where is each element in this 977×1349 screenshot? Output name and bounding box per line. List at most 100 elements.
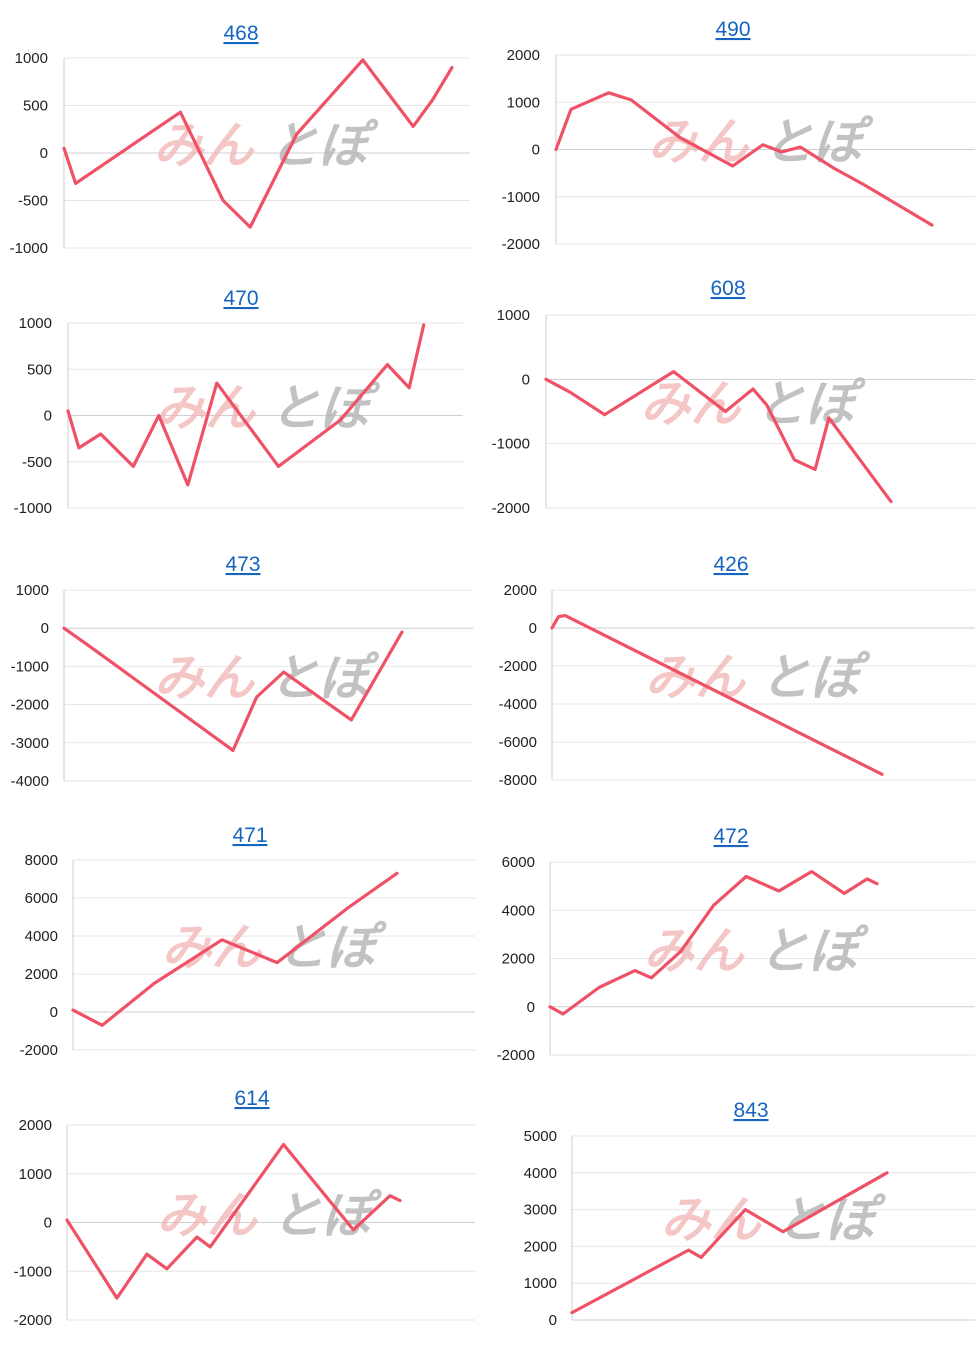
chart-panel-471: 8000 6000 4000 2000 0 -2000 みん とぽ 471: [20, 824, 475, 1059]
series-line: [544, 370, 893, 504]
watermark-part2: とぽ: [276, 920, 387, 976]
y-tick-label: -4000: [11, 773, 49, 790]
y-tick-label: -2000: [499, 658, 537, 675]
chart-title-link[interactable]: 470: [223, 287, 258, 310]
y-tick-label: -2000: [14, 1312, 52, 1329]
chart-title-link[interactable]: 471: [232, 824, 267, 847]
y-tick-label: 2000: [19, 1117, 52, 1134]
y-tick-label: 6000: [502, 854, 535, 871]
y-tick-label: 1000: [19, 1166, 52, 1183]
watermark-part1: みん: [154, 650, 256, 706]
watermark-part1: みん: [661, 1192, 763, 1248]
y-tick-label: -2000: [11, 697, 49, 714]
series-line: [570, 1171, 889, 1315]
watermark-part2: とぽ: [776, 1192, 887, 1248]
chart-panel-470: 1000 500 0 -500 -1000 みん とぽ 470: [14, 287, 463, 517]
y-tick-label: 0: [44, 408, 52, 425]
y-tick-label: 0: [527, 999, 535, 1016]
y-tick-label: 500: [23, 98, 48, 115]
watermark-part1: みん: [645, 650, 747, 706]
chart-panel-426: 2000 0 -2000 -4000 -6000 -8000 みん とぽ 426: [499, 553, 975, 789]
y-tick-label: -6000: [499, 734, 537, 751]
chart-panel-468: 1000 500 0 -500 -1000 みん とぽ 468: [10, 22, 470, 257]
series-line: [62, 58, 454, 229]
y-tick-label: -2000: [20, 1042, 58, 1059]
y-tick-label: 1000: [16, 582, 49, 599]
y-tick-label: -1000: [502, 189, 540, 206]
y-tick-label: 2000: [25, 966, 58, 983]
chart-title-link[interactable]: 843: [733, 1099, 768, 1122]
chart-title-link[interactable]: 490: [715, 18, 750, 41]
watermark-logo: みん とぽ: [155, 380, 381, 436]
y-tick-label: 6000: [25, 890, 58, 907]
y-tick-label: 1000: [507, 94, 540, 111]
y-tick-label: 4000: [502, 902, 535, 919]
watermark-part2: とぽ: [763, 114, 874, 170]
series-line: [62, 626, 404, 753]
y-tick-label: -2000: [502, 236, 540, 253]
watermark-logo: みん とぽ: [648, 114, 874, 170]
y-tick-label: 1000: [524, 1275, 557, 1292]
series-line: [71, 871, 399, 1027]
y-tick-label: 0: [522, 371, 530, 388]
series-line: [65, 1142, 402, 1300]
chart-title-link[interactable]: 468: [223, 22, 258, 45]
y-tick-label: 0: [44, 1215, 52, 1232]
y-tick-label: 2000: [504, 582, 537, 599]
watermark-part2: とぽ: [268, 118, 379, 174]
watermark-part2: とぽ: [269, 650, 380, 706]
y-tick-label: -2000: [492, 500, 530, 517]
watermark-logo: みん とぽ: [640, 376, 866, 432]
y-tick-label: 2000: [524, 1238, 557, 1255]
watermark-part1: みん: [155, 380, 257, 436]
y-tick-label: 0: [532, 142, 540, 159]
y-tick-label: 500: [27, 361, 52, 378]
watermark-part2: とぽ: [760, 650, 871, 706]
y-tick-label: 2000: [507, 47, 540, 64]
watermark-part2: とぽ: [270, 380, 381, 436]
y-tick-label: 1000: [15, 50, 48, 67]
y-tick-label: 2000: [502, 951, 535, 968]
series-line: [548, 869, 879, 1016]
y-tick-label: -1000: [14, 1263, 52, 1280]
y-tick-label: -1000: [11, 658, 49, 675]
series-line: [66, 323, 426, 487]
y-tick-label: 0: [40, 145, 48, 162]
y-tick-label: -2000: [497, 1047, 535, 1064]
y-tick-label: -1000: [10, 240, 48, 257]
chart-panel-614: 2000 1000 0 -1000 -2000 みん とぽ 614: [14, 1087, 475, 1329]
chart-title-link[interactable]: 608: [710, 277, 745, 300]
y-tick-label: -500: [22, 454, 52, 471]
y-tick-label: -8000: [499, 772, 537, 789]
chart-panel-472: 6000 4000 2000 0 -2000 みん とぽ 472: [497, 825, 975, 1064]
watermark-part1: みん: [648, 114, 750, 170]
watermark-part1: みん: [157, 1187, 259, 1243]
y-tick-label: 0: [529, 620, 537, 637]
y-tick-label: -500: [18, 193, 48, 210]
chart-title-link[interactable]: 472: [713, 825, 748, 848]
chart-title-link[interactable]: 614: [234, 1087, 269, 1110]
chart-title-link[interactable]: 426: [713, 553, 748, 576]
y-tick-label: -1000: [14, 500, 52, 517]
series-line: [550, 613, 884, 776]
watermark-logo: みん とぽ: [161, 920, 387, 976]
y-tick-label: 0: [50, 1004, 58, 1021]
y-tick-label: 0: [549, 1312, 557, 1329]
y-tick-label: 0: [41, 620, 49, 637]
series-line: [554, 91, 934, 227]
watermark-logo: みん とぽ: [157, 1187, 383, 1243]
y-tick-label: -4000: [499, 696, 537, 713]
chart-panel-473: 1000 0 -1000 -2000 -3000 -4000 みん とぽ 473: [11, 553, 473, 790]
y-tick-label: 1000: [497, 307, 530, 324]
watermark-part2: とぽ: [759, 923, 870, 979]
y-tick-label: 1000: [19, 315, 52, 332]
y-tick-label: 4000: [524, 1165, 557, 1182]
chart-panel-843: 5000 4000 3000 2000 1000 0 みん とぽ 843: [524, 1099, 975, 1329]
chart-title-link[interactable]: 473: [225, 553, 260, 576]
watermark-logo: みん とぽ: [154, 650, 380, 706]
y-tick-label: -1000: [492, 436, 530, 453]
y-tick-label: 8000: [25, 852, 58, 869]
y-tick-label: 5000: [524, 1128, 557, 1145]
y-tick-label: -3000: [11, 735, 49, 752]
watermark-logo: みん とぽ: [153, 118, 379, 174]
